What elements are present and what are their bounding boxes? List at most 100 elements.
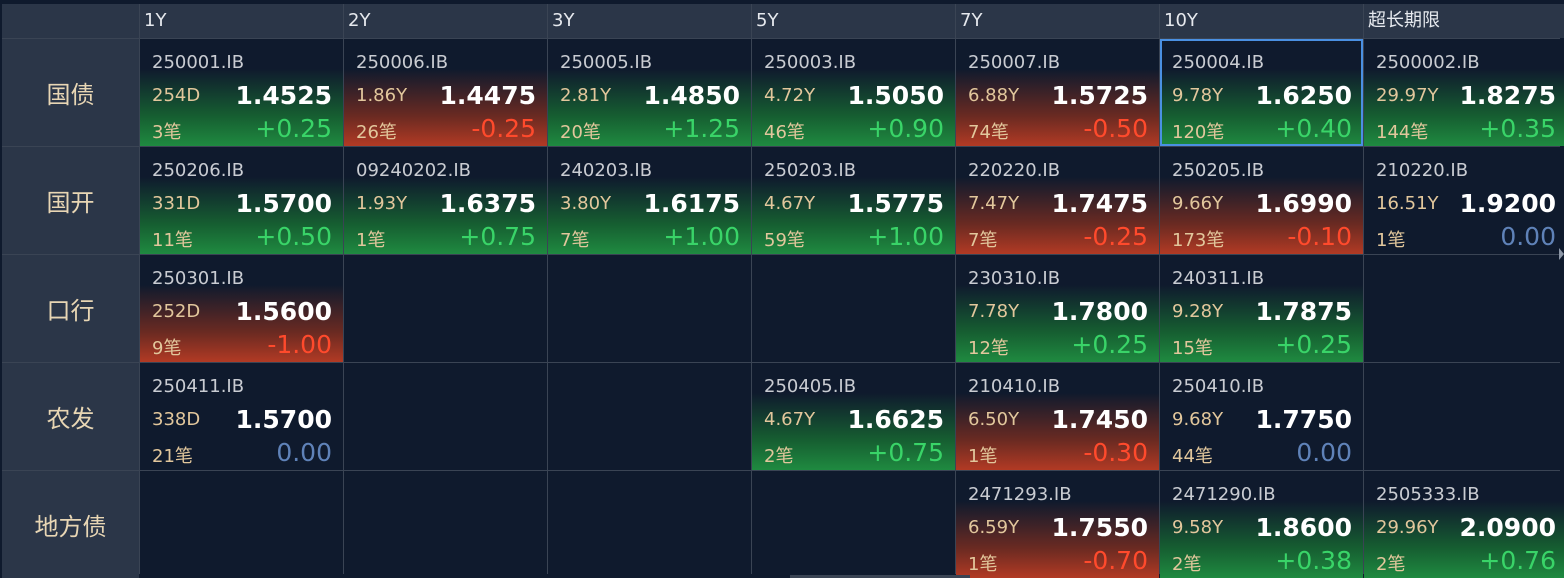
quote-cell[interactable]: 250405.IB 4.67Y 1.6625 2笔 +0.75 (752, 363, 955, 470)
quote-cell[interactable]: 230310.IB 7.78Y 1.7800 12笔 +0.25 (956, 255, 1159, 362)
bond-code: 250003.IB (764, 52, 857, 73)
empty-quote-cell (548, 471, 751, 578)
column-header-4[interactable]: 5Y (752, 4, 955, 38)
row-header: 口行 (2, 255, 139, 362)
column-header-7[interactable]: 超长期限 (1364, 4, 1564, 38)
remaining-term: 29.97Y (1376, 85, 1439, 106)
remaining-term: 7.78Y (968, 301, 1020, 322)
bond-code: 250206.IB (152, 160, 245, 181)
quote-cell[interactable]: 250004.IB 9.78Y 1.6250 120笔 +0.40 (1160, 39, 1363, 146)
trade-count: 1笔 (968, 554, 998, 575)
trade-count: 144笔 (1376, 122, 1429, 143)
yield-change: -1.00 (267, 330, 332, 359)
quote-cell[interactable]: 220220.IB 7.47Y 1.7475 7笔 -0.25 (956, 147, 1159, 254)
grid-corner (2, 4, 139, 38)
quote-cell[interactable]: 250205.IB 9.66Y 1.6990 173笔 -0.10 (1160, 147, 1363, 254)
empty-quote-cell (548, 363, 751, 470)
yield-value: 1.4525 (235, 81, 332, 110)
quote-cell[interactable]: 250301.IB 252D 1.5600 9笔 -1.00 (140, 255, 343, 362)
remaining-term: 9.78Y (1172, 85, 1224, 106)
yield-value: 1.7550 (1051, 513, 1148, 542)
column-header-3[interactable]: 3Y (548, 4, 751, 38)
bond-code: 210410.IB (968, 376, 1061, 397)
bond-code: 250005.IB (560, 52, 653, 73)
yield-change: 0.00 (276, 438, 332, 467)
column-header-1[interactable]: 1Y (140, 4, 343, 38)
yield-change: -0.25 (471, 114, 536, 143)
quote-cell[interactable]: 2471293.IB 6.59Y 1.7550 1笔 -0.70 (956, 471, 1159, 578)
yield-value: 1.5700 (235, 189, 332, 218)
empty-quote-cell (344, 471, 547, 578)
quote-cell[interactable]: 250006.IB 1.86Y 1.4475 26笔 -0.25 (344, 39, 547, 146)
scroll-right-arrow-icon[interactable] (1559, 248, 1564, 260)
trade-count: 20笔 (560, 122, 601, 143)
remaining-term: 252D (152, 301, 201, 322)
quote-cell[interactable]: 240203.IB 3.80Y 1.6175 7笔 +1.00 (548, 147, 751, 254)
empty-quote-cell (1364, 363, 1564, 470)
quote-cell[interactable]: 240311.IB 9.28Y 1.7875 15笔 +0.25 (1160, 255, 1363, 362)
remaining-term: 7.47Y (968, 193, 1020, 214)
yield-value: 1.7800 (1051, 297, 1148, 326)
column-header-2[interactable]: 2Y (344, 4, 547, 38)
yield-change: -0.70 (1083, 546, 1148, 575)
quote-cell[interactable]: 250203.IB 4.67Y 1.5775 59笔 +1.00 (752, 147, 955, 254)
bond-code: 2505333.IB (1376, 484, 1480, 505)
empty-quote-cell (752, 471, 955, 578)
yield-value: 1.4850 (643, 81, 740, 110)
column-header-6[interactable]: 10Y (1160, 4, 1363, 38)
yield-value: 2.0900 (1459, 513, 1556, 542)
trade-count: 44笔 (1172, 446, 1213, 467)
bond-code: 240203.IB (560, 160, 653, 181)
quote-cell[interactable]: 250411.IB 338D 1.5700 21笔 0.00 (140, 363, 343, 470)
horizontal-scrollbar[interactable] (790, 575, 970, 578)
bond-code: 250405.IB (764, 376, 857, 397)
yield-change: +0.38 (1275, 546, 1352, 575)
remaining-term: 9.68Y (1172, 409, 1224, 430)
remaining-term: 1.93Y (356, 193, 408, 214)
trade-count: 46笔 (764, 122, 805, 143)
yield-value: 1.6175 (643, 189, 740, 218)
bond-code: 220220.IB (968, 160, 1061, 181)
yield-change: +0.25 (255, 114, 332, 143)
remaining-term: 331D (152, 193, 201, 214)
remaining-term: 9.58Y (1172, 517, 1224, 538)
remaining-term: 6.88Y (968, 85, 1020, 106)
quote-cell[interactable]: 2500002.IB 29.97Y 1.8275 144笔 +0.35 (1364, 39, 1564, 146)
remaining-term: 4.72Y (764, 85, 816, 106)
empty-quote-cell (344, 255, 547, 362)
bond-code: 250001.IB (152, 52, 245, 73)
remaining-term: 254D (152, 85, 201, 106)
remaining-term: 9.28Y (1172, 301, 1224, 322)
bond-code: 230310.IB (968, 268, 1061, 289)
remaining-term: 9.66Y (1172, 193, 1224, 214)
quote-cell[interactable]: 250005.IB 2.81Y 1.4850 20笔 +1.25 (548, 39, 751, 146)
quote-cell[interactable]: 250410.IB 9.68Y 1.7750 44笔 0.00 (1160, 363, 1363, 470)
remaining-term: 1.86Y (356, 85, 408, 106)
yield-change: +1.25 (663, 114, 740, 143)
bond-quote-grid: 1Y 2Y 3Y 5Y 7Y 10Y 超长期限 国债 250001.IB 254D 1.4525 3笔… (2, 4, 1564, 578)
quote-cell[interactable]: 250206.IB 331D 1.5700 11笔 +0.50 (140, 147, 343, 254)
column-header-5[interactable]: 7Y (956, 4, 1159, 38)
bond-code: 09240202.IB (356, 160, 471, 181)
quote-cell[interactable]: 2505333.IB 29.96Y 2.0900 2笔 +0.76 (1364, 471, 1564, 578)
quote-cell[interactable]: 250003.IB 4.72Y 1.5050 46笔 +0.90 (752, 39, 955, 146)
quote-cell[interactable]: 250001.IB 254D 1.4525 3笔 +0.25 (140, 39, 343, 146)
trade-count: 74笔 (968, 122, 1009, 143)
trade-count: 26笔 (356, 122, 397, 143)
yield-value: 1.6990 (1255, 189, 1352, 218)
yield-change: +0.25 (1071, 330, 1148, 359)
empty-quote-cell (752, 255, 955, 362)
quote-cell[interactable]: 210220.IB 16.51Y 1.9200 1笔 0.00 (1364, 147, 1564, 254)
bond-code: 240311.IB (1172, 268, 1265, 289)
trade-count: 9笔 (152, 338, 182, 359)
quote-cell[interactable]: 09240202.IB 1.93Y 1.6375 1笔 +0.75 (344, 147, 547, 254)
yield-change: -0.30 (1083, 438, 1148, 467)
quote-cell[interactable]: 2471290.IB 9.58Y 1.8600 2笔 +0.38 (1160, 471, 1363, 578)
bond-code: 250004.IB (1172, 52, 1265, 73)
yield-value: 1.7750 (1255, 405, 1352, 434)
yield-change: 0.00 (1296, 438, 1352, 467)
yield-value: 1.4475 (439, 81, 536, 110)
quote-cell[interactable]: 250007.IB 6.88Y 1.5725 74笔 -0.50 (956, 39, 1159, 146)
yield-value: 1.7875 (1255, 297, 1352, 326)
quote-cell[interactable]: 210410.IB 6.50Y 1.7450 1笔 -0.30 (956, 363, 1159, 470)
